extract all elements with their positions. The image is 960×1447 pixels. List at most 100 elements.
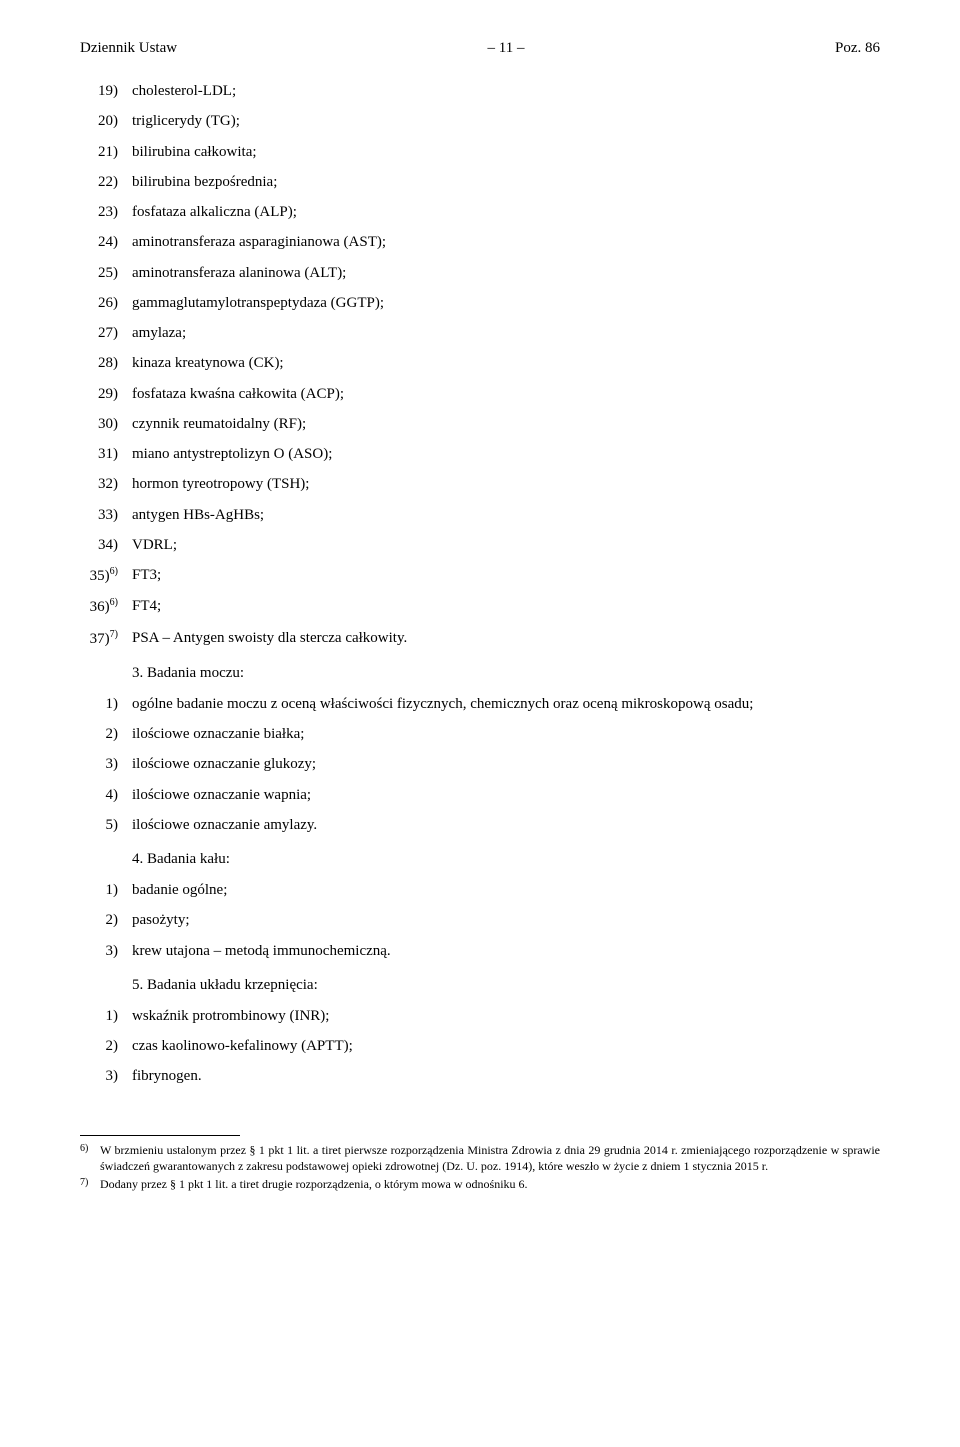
list-item: 1)wskaźnik protrombinowy (INR); [80,1006,880,1026]
list-item-number: 26) [80,293,132,313]
list-item-number: 25) [80,263,132,283]
list-item-text: cholesterol-LDL; [132,81,880,101]
list-item-text: antygen HBs-AgHBs; [132,505,880,525]
list-item-number: 37)7) [80,628,132,649]
footnote-text: Dodany przez § 1 pkt 1 lit. a tiret drug… [100,1176,880,1194]
list-item-superscript: 6) [110,566,118,577]
list-item-text: aminotransferaza alaninowa (ALT); [132,263,880,283]
list-item-number: 33) [80,505,132,525]
list-item-text: bilirubina całkowita; [132,142,880,162]
section-5-title: 5. Badania układu krzepnięcia: [132,977,880,994]
footnote-rule [80,1135,240,1136]
main-list: 19)cholesterol-LDL;20)triglicerydy (TG);… [80,81,880,649]
list-item-number: 21) [80,142,132,162]
list-item: 26)gammaglutamylotranspeptydaza (GGTP); [80,293,880,313]
list-item: 23)fosfataza alkaliczna (ALP); [80,202,880,222]
page-header: Dziennik Ustaw – 11 – Poz. 86 [80,40,880,57]
list-item-text: miano antystreptolizyn O (ASO); [132,444,880,464]
footnote-text: W brzmieniu ustalonym przez § 1 pkt 1 li… [100,1142,880,1174]
list-item: 27)amylaza; [80,323,880,343]
list-item-number: 29) [80,384,132,404]
list-item: 22)bilirubina bezpośrednia; [80,172,880,192]
list-item-number: 3) [80,1066,132,1086]
list-item: 37)7)PSA – Antygen swoisty dla stercza c… [80,628,880,649]
list-item-text: fosfataza alkaliczna (ALP); [132,202,880,222]
list-item-text: czas kaolinowo-kefalinowy (APTT); [132,1036,880,1056]
list-item-number: 28) [80,353,132,373]
list-item-text: triglicerydy (TG); [132,111,880,131]
list-item-number: 32) [80,474,132,494]
list-item: 3)fibrynogen. [80,1066,880,1086]
list-item: 25)aminotransferaza alaninowa (ALT); [80,263,880,283]
list-item-text: badanie ogólne; [132,880,880,900]
list-item-number: 31) [80,444,132,464]
section-3-list: 1)ogólne badanie moczu z oceną właściwoś… [80,694,880,835]
list-item: 3)krew utajona – metodą immunochemiczną. [80,941,880,961]
list-item-text: pasożyty; [132,910,880,930]
list-item-text: krew utajona – metodą immunochemiczną. [132,941,880,961]
section-5-list: 1)wskaźnik protrombinowy (INR);2)czas ka… [80,1006,880,1087]
list-item: 1)ogólne badanie moczu z oceną właściwoś… [80,694,880,714]
list-item: 2)pasożyty; [80,910,880,930]
list-item-number: 30) [80,414,132,434]
list-item: 31)miano antystreptolizyn O (ASO); [80,444,880,464]
list-item: 35)6)FT3; [80,565,880,586]
list-item-text: ilościowe oznaczanie glukozy; [132,754,880,774]
list-item-number: 19) [80,81,132,101]
list-item-number: 34) [80,535,132,555]
list-item: 1)badanie ogólne; [80,880,880,900]
list-item-text: VDRL; [132,535,880,555]
list-item-number: 20) [80,111,132,131]
list-item-number: 3) [80,941,132,961]
list-item-text: gammaglutamylotranspeptydaza (GGTP); [132,293,880,313]
list-item-text: fosfataza kwaśna całkowita (ACP); [132,384,880,404]
list-item-text: ogólne badanie moczu z oceną właściwości… [132,694,880,714]
list-item-text: wskaźnik protrombinowy (INR); [132,1006,880,1026]
list-item-text: aminotransferaza asparaginianowa (AST); [132,232,880,252]
list-item-number: 3) [80,754,132,774]
list-item-number: 1) [80,694,132,714]
footnote-number: 7) [80,1176,100,1194]
list-item: 21)bilirubina całkowita; [80,142,880,162]
footnote-number: 6) [80,1142,100,1174]
list-item-text: hormon tyreotropowy (TSH); [132,474,880,494]
list-item-number: 2) [80,1036,132,1056]
list-item: 3)ilościowe oznaczanie glukozy; [80,754,880,774]
list-item-number: 2) [80,724,132,744]
list-item-text: bilirubina bezpośrednia; [132,172,880,192]
list-item-text: fibrynogen. [132,1066,880,1086]
list-item: 20)triglicerydy (TG); [80,111,880,131]
footnotes: 6)W brzmieniu ustalonym przez § 1 pkt 1 … [80,1135,880,1194]
list-item-text: FT3; [132,565,880,586]
list-item-superscript: 6) [110,597,118,608]
list-item: 2)ilościowe oznaczanie białka; [80,724,880,744]
list-item: 28)kinaza kreatynowa (CK); [80,353,880,373]
list-item-number: 23) [80,202,132,222]
list-item-text: czynnik reumatoidalny (RF); [132,414,880,434]
list-item-number: 1) [80,880,132,900]
list-item-text: ilościowe oznaczanie białka; [132,724,880,744]
header-left: Dziennik Ustaw [80,40,177,57]
list-item-number: 27) [80,323,132,343]
section-3-title: 3. Badania moczu: [132,665,880,682]
list-item-text: ilościowe oznaczanie amylazy. [132,815,880,835]
list-item: 2)czas kaolinowo-kefalinowy (APTT); [80,1036,880,1056]
list-item-superscript: 7) [110,629,118,640]
list-item-number: 1) [80,1006,132,1026]
footnote: 7)Dodany przez § 1 pkt 1 lit. a tiret dr… [80,1176,880,1194]
list-item: 4)ilościowe oznaczanie wapnia; [80,785,880,805]
list-item-number: 36)6) [80,596,132,617]
section-4-title: 4. Badania kału: [132,851,880,868]
list-item-text: PSA – Antygen swoisty dla stercza całkow… [132,628,880,649]
list-item-number: 35)6) [80,565,132,586]
list-item-number: 5) [80,815,132,835]
list-item-text: ilościowe oznaczanie wapnia; [132,785,880,805]
list-item: 36)6)FT4; [80,596,880,617]
footnote-container: 6)W brzmieniu ustalonym przez § 1 pkt 1 … [80,1142,880,1194]
list-item-number: 2) [80,910,132,930]
footnote: 6)W brzmieniu ustalonym przez § 1 pkt 1 … [80,1142,880,1174]
list-item: 32)hormon tyreotropowy (TSH); [80,474,880,494]
list-item: 34)VDRL; [80,535,880,555]
header-center: – 11 – [488,40,525,57]
list-item: 29)fosfataza kwaśna całkowita (ACP); [80,384,880,404]
